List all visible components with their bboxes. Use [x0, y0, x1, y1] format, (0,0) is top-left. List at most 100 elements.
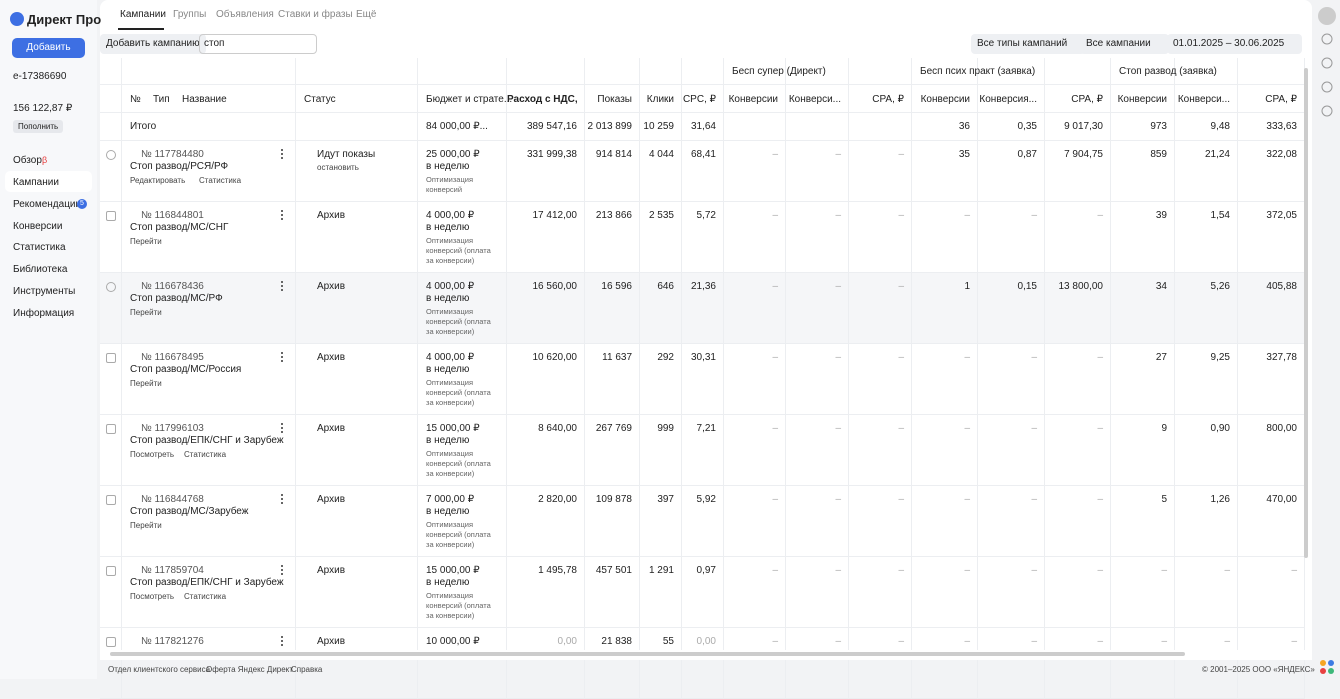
campaign-link[interactable]: Перейти: [130, 379, 162, 388]
campaign-link[interactable]: Редактировать: [130, 176, 185, 185]
campaign-link[interactable]: Статистика: [184, 450, 226, 459]
tab[interactable]: Кампании: [120, 9, 166, 20]
column-header: №: [130, 94, 141, 105]
tab[interactable]: Группы: [173, 9, 206, 20]
metric-cell: 1,54: [1175, 210, 1230, 221]
campaign-number[interactable]: № 116844768: [141, 494, 204, 505]
table-cell: [296, 273, 418, 344]
menu[interactable]: [281, 636, 285, 646]
campaign-name[interactable]: Стоп развод/МС/РФ: [130, 293, 223, 304]
campaign-name[interactable]: Стоп развод/МС/Россия: [130, 364, 241, 375]
scrollbar: [110, 652, 1185, 656]
footer-link[interactable]: Оферта Яндекс Директ: [206, 665, 293, 674]
strategy: Оптимизация конверсий (оплата за конверс…: [426, 236, 498, 266]
campaign-number[interactable]: № 116844801: [141, 210, 204, 221]
footer-link[interactable]: Справка: [291, 665, 322, 674]
metric-cell: –: [849, 494, 904, 505]
add-button[interactable]: Добавить: [12, 38, 85, 58]
campaign-name[interactable]: Стоп развод/МС/Зарубеж: [130, 506, 248, 517]
checkbox[interactable]: [106, 637, 116, 647]
nav-item[interactable]: Информация: [13, 308, 74, 319]
campaign-name[interactable]: Стоп развод/МС/СНГ: [130, 222, 228, 233]
select[interactable]: Все кампании: [1080, 34, 1169, 54]
status: Архив: [317, 423, 345, 434]
nav-item[interactable]: Кампании: [13, 177, 59, 188]
metric-cell: 292: [640, 352, 674, 363]
checkbox[interactable]: [106, 282, 116, 292]
checkbox[interactable]: [106, 353, 116, 363]
campaign-link[interactable]: Статистика: [184, 592, 226, 601]
metric-cell: 331 999,38: [507, 149, 577, 160]
table-cell: [296, 415, 418, 486]
metric-cell: –: [912, 423, 970, 434]
column-header: Клики: [640, 94, 674, 105]
campaign-name[interactable]: Стоп развод/РСЯ/РФ: [130, 161, 228, 172]
status-action[interactable]: остановить: [317, 163, 359, 172]
campaign-link[interactable]: Перейти: [130, 521, 162, 530]
campaign-number[interactable]: № 116678495: [141, 352, 204, 363]
metric-cell: –: [978, 423, 1037, 434]
nav-item[interactable]: Конверсии: [13, 221, 62, 232]
nav-item[interactable]: Обзор: [13, 155, 42, 166]
nav-item[interactable]: Библиотека: [13, 264, 67, 275]
metric-cell: 13 800,00: [1045, 281, 1103, 292]
menu[interactable]: [281, 281, 285, 291]
campaign-link[interactable]: Статистика: [199, 176, 241, 185]
menu[interactable]: [281, 149, 285, 159]
select[interactable]: Все типы кампаний: [971, 34, 1085, 54]
top-up[interactable]: Пополнить: [13, 120, 63, 133]
table-cell: [100, 58, 122, 85]
checkbox[interactable]: [106, 566, 116, 576]
budget-period: в неделю: [426, 161, 469, 172]
footer-link[interactable]: Отдел клиентского сервиса: [108, 665, 210, 674]
tab[interactable]: Объявления: [216, 9, 274, 20]
column-header: Конверсии: [724, 94, 778, 105]
campaign-link[interactable]: Перейти: [130, 237, 162, 246]
campaign-number[interactable]: № 117821276: [141, 636, 204, 647]
campaign-number[interactable]: № 117784480: [141, 149, 204, 160]
metric-cell: –: [786, 352, 841, 363]
menu[interactable]: [281, 494, 285, 504]
metric-cell: 17 412,00: [507, 210, 577, 221]
checkbox[interactable]: [106, 495, 116, 505]
menu[interactable]: [281, 210, 285, 220]
campaign-name[interactable]: Стоп развод/ЕПК/СНГ и Зарубеж: [130, 577, 284, 588]
metric-cell: 999: [640, 423, 674, 434]
metric-cell: –: [978, 210, 1037, 221]
campaign-number[interactable]: № 116678436: [141, 281, 204, 292]
metric-cell: –: [849, 423, 904, 434]
campaign-link[interactable]: Посмотреть: [130, 450, 174, 459]
table-cell: [507, 58, 585, 85]
nav-item[interactable]: Рекомендации: [13, 199, 81, 210]
metric-cell: –: [786, 565, 841, 576]
menu[interactable]: [281, 565, 285, 575]
campaign-number[interactable]: № 117859704: [141, 565, 204, 576]
checkbox[interactable]: [106, 424, 116, 434]
metric-cell: –: [724, 149, 778, 160]
table-cell: [786, 113, 849, 141]
metric-cell: –: [1045, 210, 1103, 221]
tab[interactable]: Ещё: [356, 9, 376, 20]
date-range[interactable]: 01.01.2025 – 30.06.2025: [1167, 34, 1302, 54]
campaign-name[interactable]: Стоп развод/ЕПК/СНГ и Зарубеж: [130, 435, 284, 446]
menu[interactable]: [281, 423, 285, 433]
search[interactable]: стоп: [199, 34, 317, 54]
checkbox[interactable]: [106, 211, 116, 221]
campaign-link[interactable]: Посмотреть: [130, 592, 174, 601]
page: Директ ПроДобавитьe-17386690156 122,87 ₽…: [0, 0, 1340, 679]
add-campaign[interactable]: Добавить кампанию: [100, 34, 206, 54]
badge: β: [42, 155, 47, 165]
metric-cell: –: [1045, 494, 1103, 505]
nav-item[interactable]: Статистика: [13, 242, 66, 253]
metric-cell: –: [724, 281, 778, 292]
scrollbar: [1304, 68, 1308, 558]
campaign-number[interactable]: № 117996103: [141, 423, 204, 434]
campaign-link[interactable]: Перейти: [130, 308, 162, 317]
nav-item[interactable]: Инструменты: [13, 286, 75, 297]
budget: 25 000,00 ₽: [426, 149, 480, 160]
column-header: Конверси...: [1175, 94, 1230, 105]
metric-cell: –: [912, 352, 970, 363]
tab[interactable]: Ставки и фразы: [278, 9, 353, 20]
menu[interactable]: [281, 352, 285, 362]
checkbox[interactable]: [106, 150, 116, 160]
